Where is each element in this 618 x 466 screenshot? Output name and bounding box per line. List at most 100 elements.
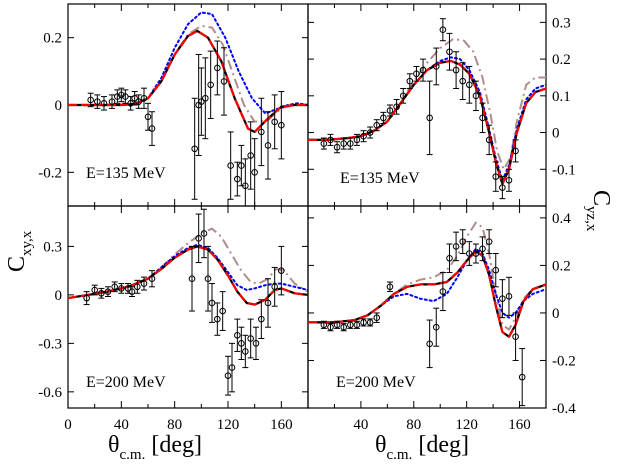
panel-bottom-left: 0 40 80 120 160 -0.6 -0.3 0 0.3 E=200 MeV [38, 205, 309, 433]
data-point [224, 355, 232, 396]
data-point [108, 94, 116, 109]
data-marker [94, 98, 101, 105]
data-marker [214, 64, 221, 72]
y-tick-label: 0.4 [552, 211, 571, 227]
data-point [258, 97, 265, 167]
data-marker [258, 315, 265, 323]
data-point [144, 102, 152, 131]
energy-label: E=135 MeV [86, 165, 166, 182]
data-marker [360, 132, 367, 140]
data-marker [252, 340, 260, 347]
data-point [353, 320, 361, 329]
data-point [505, 168, 513, 192]
data-marker [340, 140, 348, 147]
curve-solid-black [68, 245, 308, 306]
data-point [432, 307, 440, 347]
data-point [271, 266, 278, 307]
data-marker [320, 321, 328, 329]
data-marker [366, 129, 374, 136]
y-tick-label: -0.2 [552, 353, 576, 369]
data-marker [251, 169, 258, 176]
data-point [128, 286, 136, 297]
data-marker [459, 77, 467, 85]
y-tick-label: -0.6 [38, 385, 62, 401]
data-point [135, 94, 142, 109]
data-marker [459, 238, 467, 245]
data-marker [373, 121, 381, 129]
curve-dashed-red [68, 29, 308, 133]
data-marker [134, 283, 141, 291]
data-marker [432, 63, 440, 70]
data-point [200, 208, 208, 259]
data-point [188, 245, 196, 312]
data-point [242, 158, 249, 206]
data-point [234, 161, 241, 197]
data-point [439, 18, 447, 42]
data-point [466, 65, 473, 104]
y-tick-label: 0.2 [552, 258, 571, 274]
data-marker [264, 142, 272, 149]
data-point [360, 130, 367, 143]
data-point [366, 126, 374, 139]
data-point [373, 119, 381, 132]
data-point [98, 287, 105, 299]
data-point [386, 281, 394, 293]
data-point [327, 323, 334, 332]
y-tick-label: 0 [55, 98, 63, 114]
data-marker [419, 66, 427, 74]
data-point [426, 319, 433, 369]
data-point [492, 161, 500, 192]
data-point [198, 67, 205, 136]
data-point [94, 94, 101, 109]
data-marker [353, 321, 361, 329]
data-point [380, 111, 387, 124]
data-point [505, 276, 513, 316]
y-tick-label: 0 [55, 288, 63, 304]
data-point [360, 318, 367, 327]
data-point [242, 334, 249, 369]
curve-dashed-red [308, 250, 546, 338]
data-point [499, 176, 506, 200]
data-point [251, 138, 258, 206]
y-tick-label: 0 [552, 306, 560, 322]
data-marker [512, 333, 519, 341]
x-tick-label: 0 [64, 417, 72, 433]
data-point [419, 58, 427, 82]
data-marker [472, 250, 480, 257]
data-marker [518, 373, 526, 381]
plot-area [68, 208, 308, 396]
y-tick-label: -0.1 [552, 162, 576, 178]
x-tick-label: 40 [114, 417, 129, 433]
data-marker [406, 77, 414, 85]
data-marker [200, 230, 208, 237]
data-point [459, 62, 467, 100]
data-point [247, 121, 254, 190]
data-point [479, 236, 486, 262]
data-point [148, 270, 156, 288]
data-point [247, 318, 254, 359]
data-point [124, 283, 132, 294]
data-point [219, 291, 226, 331]
data-marker [87, 96, 94, 104]
data-marker [446, 254, 453, 262]
plot-area [308, 18, 546, 200]
y-axis-title-left: Cxy,x [4, 230, 35, 272]
data-point [399, 87, 407, 104]
data-marker [485, 238, 493, 245]
data-point [320, 320, 328, 329]
data-marker [505, 293, 513, 300]
data-point [234, 318, 241, 352]
data-marker [111, 283, 118, 291]
y-tick-label: -0.3 [38, 336, 62, 352]
data-marker [446, 48, 453, 56]
data-point [333, 141, 341, 154]
data-point [353, 133, 361, 146]
data-point [191, 97, 198, 200]
data-marker [466, 81, 473, 89]
data-marker [118, 285, 125, 292]
data-point [446, 32, 453, 71]
data-marker [118, 91, 125, 99]
data-point [214, 302, 221, 336]
data-point [340, 137, 348, 150]
